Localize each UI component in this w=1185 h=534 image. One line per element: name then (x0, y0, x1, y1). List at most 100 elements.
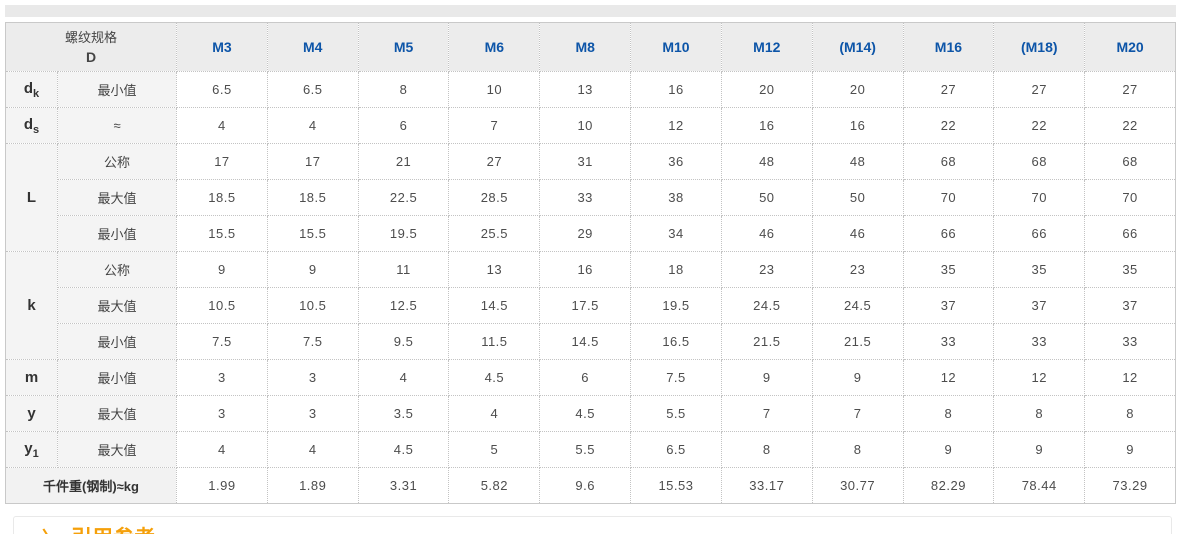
value-cell: 20 (720, 71, 813, 108)
weight-row: 千件重(钢制)≈kg 1.99 1.89 3.31 5.82 9.6 15.53 33.17 3… (4, 467, 1176, 504)
value-cell: 27 (1084, 71, 1176, 108)
qualifier-cell: 最小值 (56, 359, 178, 396)
qualifier-cell: ≈ (56, 107, 178, 144)
reference-heading: 〉 引用参考 (42, 522, 155, 534)
qualifier-cell: 公称 (56, 143, 178, 180)
value-cell: 9 (902, 431, 995, 468)
value-cell: 9 (811, 359, 904, 396)
table-row: y1 最大值 4 4 4.5 5 5.5 6.5 8 8 9 9 9 (5, 431, 1176, 468)
qualifier-cell: 最大值 (56, 395, 178, 432)
value-cell: 6.5 (176, 71, 268, 108)
table-row: 最小值 15.5 15.5 19.5 25.5 29 34 46 46 66 66 66 (6, 215, 1176, 252)
column-header-M18: (M18) (993, 22, 1086, 72)
spec-header-cell: 螺纹规格 D (4, 22, 178, 72)
value-cell: 15.5 (266, 215, 359, 252)
column-header-M14: (M14) (811, 22, 904, 72)
weight-value-cell: 3.31 (357, 467, 450, 504)
value-cell: 22 (902, 107, 995, 144)
value-cell: 14.5 (448, 287, 541, 324)
value-cell: 10 (539, 107, 632, 144)
value-cell: 3 (176, 359, 268, 396)
qualifier-cell: 最小值 (56, 323, 178, 360)
value-cell: 21.5 (811, 323, 904, 360)
value-cell: 24.5 (811, 287, 904, 324)
value-cell: 70 (902, 179, 995, 216)
value-cell: 4 (448, 395, 541, 432)
value-cell: 4 (357, 359, 450, 396)
value-cell: 23 (720, 251, 813, 288)
value-cell: 13 (448, 251, 541, 288)
value-cell: 16.5 (630, 323, 722, 360)
value-cell: 23 (811, 251, 904, 288)
value-cell: 70 (993, 179, 1086, 216)
value-cell: 17 (176, 143, 268, 180)
value-cell: 5 (448, 431, 541, 468)
table-row: m 最小值 3 3 4 4.5 6 7.5 9 9 12 12 12 (5, 359, 1176, 396)
value-cell: 22.5 (357, 179, 450, 216)
column-header-M8: M8 (539, 22, 632, 72)
value-cell: 10.5 (176, 287, 268, 324)
value-cell: 48 (811, 143, 904, 180)
spec-header-symbol: D (85, 48, 97, 65)
weight-value-cell: 30.77 (811, 467, 904, 504)
param-label-dk: dk (5, 71, 58, 108)
value-cell: 19.5 (630, 287, 722, 324)
value-cell: 4 (266, 107, 359, 144)
value-cell: 46 (811, 215, 904, 252)
weight-value-cell: 33.17 (720, 467, 813, 504)
value-cell: 8 (720, 431, 813, 468)
value-cell: 22 (1084, 107, 1176, 144)
weight-value-cell: 1.89 (266, 467, 359, 504)
value-cell: 4 (176, 107, 268, 144)
value-cell: 37 (902, 287, 995, 324)
weight-value-cell: 1.99 (176, 467, 268, 504)
value-cell: 10 (448, 71, 541, 108)
value-cell: 9 (1084, 431, 1176, 468)
value-cell: 7.5 (176, 323, 268, 360)
value-cell: 16 (630, 71, 722, 108)
value-cell: 27 (902, 71, 995, 108)
value-cell: 25.5 (448, 215, 541, 252)
value-cell: 5.5 (539, 431, 632, 468)
table-row: 最大值 18.5 18.5 22.5 28.5 33 38 50 50 70 70 70 (6, 179, 1176, 216)
value-cell: 3 (266, 359, 359, 396)
value-cell: 14.5 (539, 323, 632, 360)
value-cell: 18.5 (176, 179, 268, 216)
value-cell: 20 (811, 71, 904, 108)
table-row: ds ≈4 4 6 7 10 12 16 16 22 22 22 (5, 107, 1176, 144)
value-cell: 16 (811, 107, 904, 144)
value-cell: 8 (357, 71, 450, 108)
param-label-k: k (5, 251, 58, 360)
value-cell: 28.5 (448, 179, 541, 216)
column-header-M20: M20 (1084, 22, 1176, 72)
table-header-row: 螺纹规格 D M3 M4 M5 M6 M8 M10 M12 (M14) M16 (M18) M20 (4, 22, 1176, 72)
table-row: dk 最小值 6.5 6.5 8 10 13 16 20 20 27 27 27 (5, 71, 1176, 108)
value-cell: 3 (176, 395, 268, 432)
value-cell: 7 (720, 395, 813, 432)
value-cell: 36 (630, 143, 722, 180)
spec-header-label: 螺纹规格 (65, 29, 118, 45)
value-cell: 5.5 (630, 395, 722, 432)
param-label-m: m (5, 359, 58, 396)
table-row: L 公称 17 17 21 27 31 36 48 48 68 68 68 (5, 143, 1176, 252)
value-cell: 31 (539, 143, 632, 180)
value-cell: 48 (720, 143, 813, 180)
table-row: y 最大值 3 3 3.5 4 4.5 5.5 7 7 8 8 8 (5, 395, 1176, 432)
value-cell: 50 (720, 179, 813, 216)
value-cell: 7.5 (266, 323, 359, 360)
param-label-L: L (5, 143, 58, 252)
value-cell: 66 (993, 215, 1086, 252)
value-cell: 34 (630, 215, 722, 252)
value-cell: 6 (539, 359, 632, 396)
reference-heading-text: 引用参考 (71, 522, 155, 534)
value-cell: 68 (993, 143, 1086, 180)
value-cell: 7.5 (630, 359, 722, 396)
value-cell: 8 (1084, 395, 1176, 432)
column-header-M6: M6 (448, 22, 541, 72)
value-cell: 12 (902, 359, 995, 396)
value-cell: 6.5 (630, 431, 722, 468)
param-label-y: y (5, 395, 58, 432)
value-cell: 4.5 (357, 431, 450, 468)
value-cell: 19.5 (357, 215, 450, 252)
